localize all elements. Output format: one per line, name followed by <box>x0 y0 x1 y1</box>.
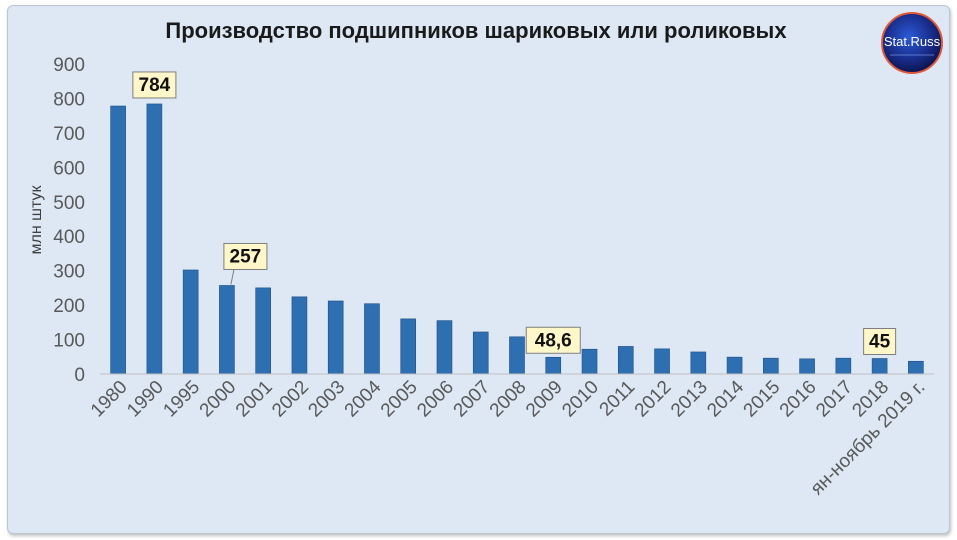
y-tick-label: 100 <box>53 331 85 352</box>
bar <box>654 348 670 375</box>
stat-russ-logo: Stat.Russ <box>881 12 943 74</box>
bar <box>545 356 562 375</box>
bar <box>908 360 924 375</box>
x-tick-label: 2009 <box>522 377 567 422</box>
x-tick-label: 2012 <box>631 377 676 422</box>
y-tick-label: 500 <box>53 193 85 214</box>
x-tick-label: 1990 <box>123 377 168 422</box>
x-tick-label: 1995 <box>159 377 204 422</box>
bar <box>255 287 271 375</box>
x-tick-label: 2011 <box>596 377 640 421</box>
y-tick-label: 0 <box>74 365 85 386</box>
bar <box>219 285 235 375</box>
bar <box>364 303 380 375</box>
y-tick-label: 600 <box>53 158 85 179</box>
y-tick-label: 300 <box>53 262 85 283</box>
bar <box>327 300 344 375</box>
y-tick-label: 900 <box>53 55 85 76</box>
x-tick-label: 2016 <box>776 377 821 422</box>
y-tick-label: 200 <box>53 296 85 317</box>
x-tick-label: 2004 <box>341 376 386 421</box>
callout-box <box>863 328 897 355</box>
callout-value: 257 <box>230 246 262 267</box>
logo-text: Stat.Russ <box>884 34 941 49</box>
bar <box>182 269 199 375</box>
callout-box <box>525 326 581 354</box>
x-axis-ticks: 1980199019952000200120022003200420052006… <box>87 376 929 499</box>
x-tick-label: 2008 <box>486 377 531 422</box>
bar <box>146 103 163 375</box>
bar <box>400 318 417 375</box>
callout-value: 48,6 <box>535 330 572 351</box>
x-tick-label: 2017 <box>812 377 857 422</box>
x-tick-label: 2005 <box>377 377 422 422</box>
callout-leader <box>230 269 235 285</box>
x-tick-label: 2015 <box>740 377 785 422</box>
bar <box>690 351 707 375</box>
x-tick-label: 2014 <box>703 376 748 421</box>
y-tick-label: 400 <box>53 227 85 248</box>
x-tick-label: 2002 <box>268 377 313 422</box>
bars <box>110 103 924 375</box>
bar <box>617 346 634 375</box>
x-tick-label: 2003 <box>304 377 349 422</box>
bar <box>110 105 126 375</box>
x-tick-label: 2007 <box>450 377 495 422</box>
callout-value: 45 <box>869 332 891 353</box>
bar <box>871 358 888 375</box>
y-tick-label: 800 <box>53 89 85 110</box>
callout-box <box>223 242 268 270</box>
y-tick-label: 700 <box>53 124 85 145</box>
x-tick-label: 1980 <box>87 377 132 422</box>
bar <box>436 320 453 375</box>
callout-box <box>132 71 177 99</box>
x-tick-label: 2000 <box>196 377 241 422</box>
bar <box>581 348 598 375</box>
bar <box>509 336 525 375</box>
callout-value: 784 <box>139 75 171 96</box>
bar <box>726 356 743 375</box>
bar <box>472 331 489 375</box>
data-callouts: 784 257 48,6 45 <box>132 71 897 355</box>
x-tick-label: 2006 <box>413 377 458 422</box>
x-tick-label: 2001 <box>232 377 277 422</box>
chart-title: Производство подшипников шариковых или р… <box>165 18 787 43</box>
bar <box>799 358 815 375</box>
x-tick-label: 2013 <box>667 377 712 422</box>
bar <box>763 357 779 375</box>
bar <box>835 357 852 375</box>
y-axis-label: млн штук <box>28 185 45 255</box>
x-tick-label: 2010 <box>558 377 603 422</box>
y-axis-ticks: 0 100 200 300 400 500 600 700 800 900 <box>53 55 85 386</box>
bar <box>291 296 308 375</box>
